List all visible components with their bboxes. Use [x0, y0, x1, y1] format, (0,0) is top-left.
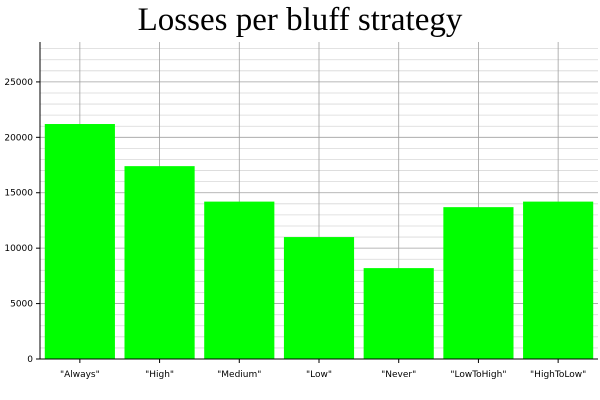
x-tick-label: "High"	[145, 370, 174, 380]
y-tick-label: 0	[27, 355, 33, 365]
bar	[204, 201, 275, 359]
y-tick-label: 5000	[10, 300, 33, 310]
x-tick-label: "Always"	[60, 370, 100, 380]
y-tick-label: 15000	[4, 189, 33, 199]
y-tick-label: 10000	[4, 244, 33, 254]
bars	[44, 124, 594, 359]
bar	[44, 124, 115, 359]
x-tick-label: "LowToHigh"	[450, 370, 506, 380]
bar	[283, 237, 355, 359]
x-tick-label: "HighToLow"	[530, 370, 586, 380]
y-tick-label: 20000	[4, 133, 33, 143]
bar	[443, 207, 514, 359]
bar	[124, 166, 195, 359]
chart-title: Losses per bluff strategy	[137, 2, 463, 38]
x-tick-label: "Medium"	[217, 370, 261, 380]
bar	[523, 201, 594, 359]
x-tick-label: "Never"	[381, 370, 416, 380]
x-tick-label: "Low"	[306, 370, 332, 380]
y-axis-ticks: 0 5000 10000 15000 20000 25000	[4, 78, 40, 365]
bar	[363, 268, 434, 359]
x-axis-ticks: "Always" "High" "Medium" "Low" "Never" "LowTo…	[60, 359, 586, 380]
y-tick-label: 25000	[4, 78, 33, 88]
